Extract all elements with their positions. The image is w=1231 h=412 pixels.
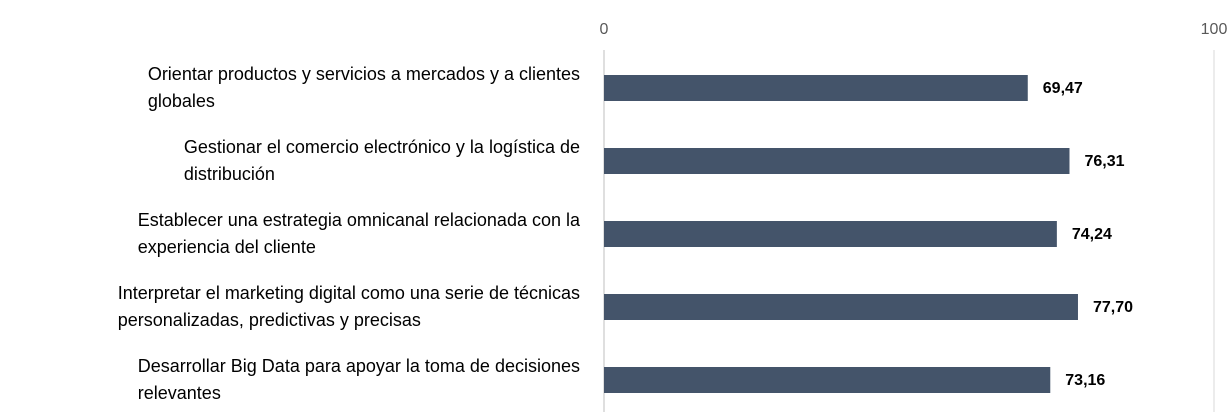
bar (604, 75, 1028, 101)
x-tick-label: 0 (600, 21, 609, 38)
bar (604, 294, 1078, 320)
category-label: Orientar productos y servicios a mercado… (147, 64, 580, 111)
category-label: Gestionar el comercio electrónico y la l… (183, 137, 580, 184)
value-label: 73,16 (1065, 372, 1105, 389)
bar (604, 148, 1070, 174)
bar (604, 221, 1057, 247)
value-label: 74,24 (1072, 226, 1112, 243)
category-label: Interpretar el marketing digital como un… (117, 283, 580, 330)
x-tick-label: 100 (1201, 21, 1228, 38)
category-label: Desarrollar Big Data para apoyar la toma… (137, 356, 580, 403)
bar (604, 367, 1051, 393)
value-label: 69,47 (1043, 80, 1083, 97)
value-label: 76,31 (1084, 153, 1124, 170)
category-label: Establecer una estrategia omnicanal rela… (137, 210, 580, 257)
value-label: 77,70 (1093, 299, 1133, 316)
